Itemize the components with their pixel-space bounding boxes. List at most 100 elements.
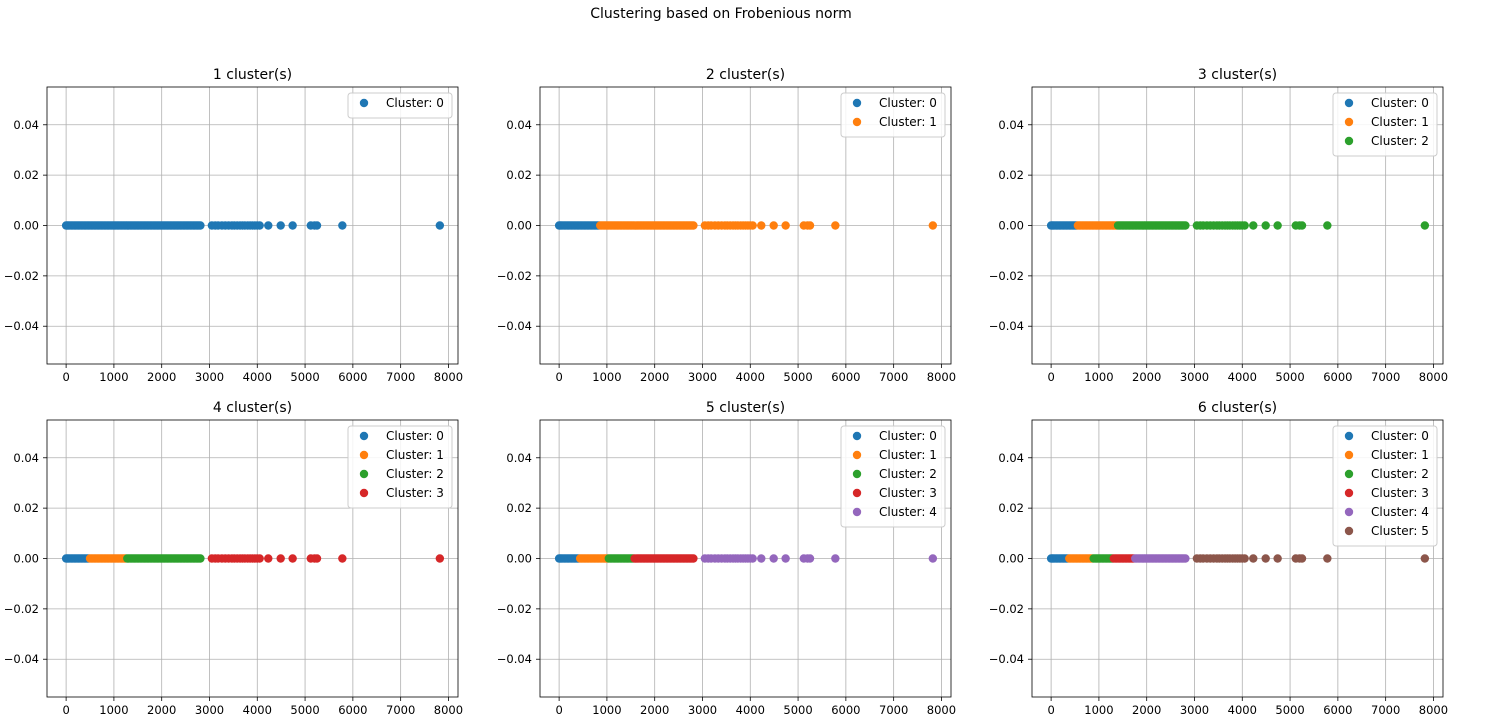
legend-label: Cluster: 2 xyxy=(1371,134,1429,148)
scatter-point xyxy=(757,221,766,230)
legend-frame xyxy=(347,92,453,119)
legend-label: Cluster: 3 xyxy=(879,486,937,500)
x-tick-label: 7000 xyxy=(879,703,908,717)
legend-label: Cluster: 0 xyxy=(386,96,444,110)
x-tick-label: 5000 xyxy=(1275,703,1304,717)
scatter-point xyxy=(435,221,445,230)
scatter-point xyxy=(781,221,790,230)
legend-marker xyxy=(1344,431,1354,441)
scatter-point xyxy=(255,221,264,230)
legend-marker xyxy=(852,507,862,517)
legend-label: Cluster: 0 xyxy=(386,429,444,443)
x-tick-label: 3000 xyxy=(1180,370,1209,384)
legend-marker xyxy=(1344,526,1354,536)
legend-label: Cluster: 3 xyxy=(1371,486,1429,500)
y-tick-label: 0.00 xyxy=(506,552,532,566)
y-tick-label: −0.04 xyxy=(989,652,1024,666)
scatter-point xyxy=(1420,554,1430,563)
legend-label: Cluster: 1 xyxy=(1371,115,1429,129)
x-tick-label: 4000 xyxy=(736,370,765,384)
x-tick-label: 3000 xyxy=(1180,703,1209,717)
legend: Cluster: 0 Cluster: 1 Cluster: 2 xyxy=(1332,92,1438,157)
y-tick-label: −0.02 xyxy=(497,602,532,616)
subplot-5: 5 cluster(s) 0 1000 2000 3000 4000 5000 6000 700… xyxy=(497,400,956,717)
x-tick-label: 0 xyxy=(555,370,562,384)
scatter-point xyxy=(196,221,205,230)
x-tick-label: 6000 xyxy=(1323,703,1352,717)
x-tick-label: 2000 xyxy=(640,370,669,384)
y-tick-label: 0.02 xyxy=(506,168,532,182)
x-tick-label: 6000 xyxy=(1323,370,1352,384)
subplot-title: 4 cluster(s) xyxy=(213,400,292,416)
axes-frame xyxy=(539,86,952,365)
x-tick-label: 1000 xyxy=(1084,703,1113,717)
legend-marker xyxy=(852,469,862,479)
scatter-point xyxy=(757,554,766,563)
scatter-point xyxy=(769,221,778,230)
y-tick-label: −0.02 xyxy=(989,602,1024,616)
legend-label: Cluster: 0 xyxy=(879,96,937,110)
y-tick-label: 0.00 xyxy=(13,552,39,566)
legend-marker xyxy=(1344,98,1354,108)
scatter-point xyxy=(748,221,757,230)
legend-marker xyxy=(1344,488,1354,498)
subplot-1: 1 cluster(s) 0 1000 2000 3000 4000 5000 6000 700… xyxy=(4,67,463,384)
subplot-3: 3 cluster(s) 0 1000 2000 3000 4000 5000 6000 700… xyxy=(989,67,1448,384)
x-tick-label: 8000 xyxy=(927,370,956,384)
x-tick-label: 4000 xyxy=(1228,703,1257,717)
scatter-point xyxy=(769,554,778,563)
scatter-point xyxy=(1297,221,1307,230)
x-tick-label: 7000 xyxy=(386,703,415,717)
axes-frame xyxy=(1031,419,1444,698)
y-tick-label: −0.04 xyxy=(4,652,39,666)
subplot-title: 5 cluster(s) xyxy=(706,400,785,416)
x-tick-label: 3000 xyxy=(688,703,717,717)
scatter-point xyxy=(435,554,445,563)
x-tick-label: 1000 xyxy=(592,703,621,717)
y-tick-label: 0.04 xyxy=(998,118,1024,132)
legend-label: Cluster: 2 xyxy=(879,467,937,481)
legend-frame xyxy=(1332,92,1438,157)
x-tick-label: 6000 xyxy=(831,370,860,384)
x-tick-label: 8000 xyxy=(927,703,956,717)
scatter-point xyxy=(689,554,698,563)
scatter-point xyxy=(312,221,322,230)
legend-marker xyxy=(1344,136,1354,146)
scatter-point xyxy=(1240,554,1249,563)
legend-label: Cluster: 3 xyxy=(386,486,444,500)
legend-frame xyxy=(840,92,946,138)
legend: Cluster: 0 Cluster: 1 Cluster: 2 Cluster: 3… xyxy=(1332,425,1438,547)
scatter-points xyxy=(1046,554,1430,563)
y-tick-label: 0.02 xyxy=(506,501,532,515)
x-tick-label: 5000 xyxy=(1275,370,1304,384)
scatter-point xyxy=(264,554,273,563)
scatter-point xyxy=(1240,221,1249,230)
x-tick-label: 2000 xyxy=(1132,370,1161,384)
legend: Cluster: 0 Cluster: 1 xyxy=(840,92,946,138)
scatter-point xyxy=(781,554,790,563)
scatter-point xyxy=(338,221,347,230)
x-tick-label: 3000 xyxy=(688,370,717,384)
scatter-point xyxy=(255,554,264,563)
legend: Cluster: 0 Cluster: 1 Cluster: 2 Cluster: 3 xyxy=(347,425,453,509)
y-tick-label: 0.04 xyxy=(13,118,39,132)
x-tick-label: 6000 xyxy=(338,703,367,717)
scatter-point xyxy=(288,221,297,230)
legend-marker xyxy=(359,98,369,108)
y-tick-label: 0.04 xyxy=(998,451,1024,465)
y-tick-label: −0.04 xyxy=(4,319,39,333)
scatter-points xyxy=(554,221,938,230)
legend-label: Cluster: 2 xyxy=(386,467,444,481)
x-tick-label: 5000 xyxy=(290,370,319,384)
x-tick-label: 6000 xyxy=(831,703,860,717)
scatter-point xyxy=(831,221,840,230)
subplot-title: 3 cluster(s) xyxy=(1198,67,1277,83)
y-tick-label: 0.00 xyxy=(506,219,532,233)
x-tick-label: 8000 xyxy=(434,703,463,717)
legend-label: Cluster: 5 xyxy=(1371,524,1429,538)
x-tick-label: 4000 xyxy=(736,703,765,717)
scatter-point xyxy=(928,221,938,230)
scatter-point xyxy=(1297,554,1307,563)
axes-frame xyxy=(1031,86,1444,365)
